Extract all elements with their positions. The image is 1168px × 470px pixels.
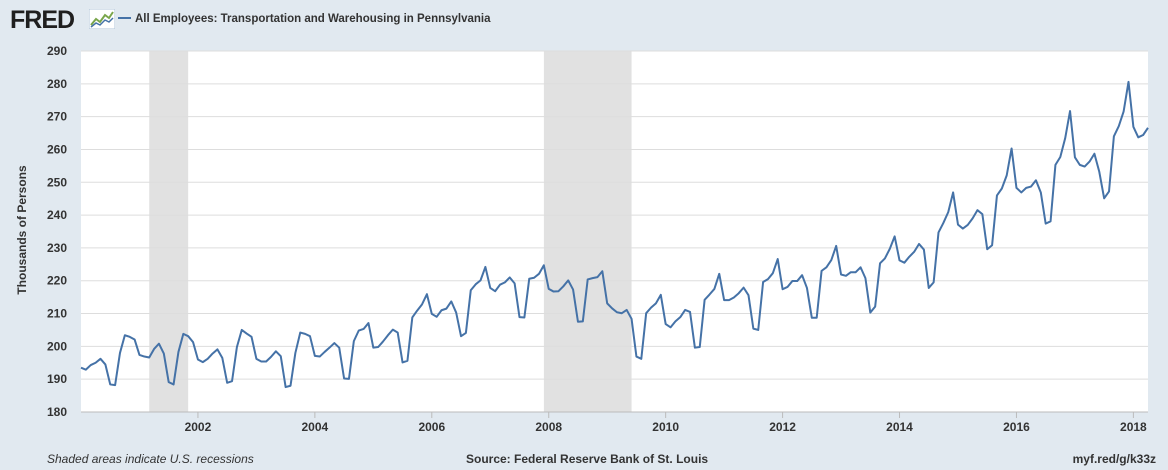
legend-swatch — [118, 16, 131, 19]
y-axis-tick-labels: 180 190 200 210 220 230 240 250 260 270 280 290 — [47, 44, 67, 419]
recession-band — [543, 51, 632, 412]
x-tick-label: 2014 — [886, 420, 913, 434]
y-tick-label: 240 — [47, 208, 67, 222]
y-tick-label: 250 — [47, 175, 67, 189]
line-chart: 180 190 200 210 220 230 240 250 260 270 280 290 200… — [15, 44, 1149, 434]
legend-label: All Employees: Transportation and Wareho… — [135, 13, 491, 25]
y-tick-label: 190 — [47, 372, 67, 386]
x-axis-tick-labels: 2002 2004 2006 2008 2010 2012 2014 2016 2018 — [185, 412, 1147, 434]
y-tick-label: 200 — [47, 339, 67, 353]
chart-header: FRED All Employees: Transportation and W… — [0, 0, 1168, 40]
series-legend[interactable]: All Employees: Transportation and Wareho… — [118, 12, 491, 26]
recession-band — [149, 51, 189, 412]
y-tick-label: 230 — [47, 241, 67, 255]
x-tick-label: 2008 — [535, 420, 562, 434]
y-tick-label: 280 — [47, 77, 67, 91]
gridlines — [81, 50, 1148, 413]
y-tick-label: 270 — [47, 110, 67, 124]
y-tick-label: 210 — [47, 307, 67, 321]
source-note: Source: Federal Reserve Bank of St. Loui… — [466, 452, 709, 466]
fred-logo[interactable]: FRED — [10, 6, 75, 34]
y-tick-label: 260 — [47, 142, 67, 156]
x-tick-label: 2002 — [185, 420, 212, 434]
series-line[interactable] — [80, 80, 1149, 389]
short-url-link[interactable]: myf.red/g/k33z — [1072, 452, 1156, 466]
y-tick-label: 180 — [47, 405, 67, 419]
series-lines — [80, 80, 1149, 389]
y-tick-label: 220 — [47, 274, 67, 288]
x-tick-label: 2016 — [1003, 420, 1030, 434]
x-tick-label: 2012 — [769, 420, 796, 434]
recessions-note: Shaded areas indicate U.S. recessions — [47, 452, 254, 466]
y-axis-title: Thousands of Persons — [15, 165, 29, 295]
x-tick-label: 2004 — [302, 420, 329, 434]
x-tick-label: 2010 — [652, 420, 679, 434]
x-tick-label: 2006 — [418, 420, 445, 434]
x-tick-label: 2018 — [1120, 420, 1147, 434]
line-chart-icon — [89, 9, 115, 29]
y-tick-label: 290 — [47, 44, 67, 58]
recession-shading — [149, 51, 632, 412]
